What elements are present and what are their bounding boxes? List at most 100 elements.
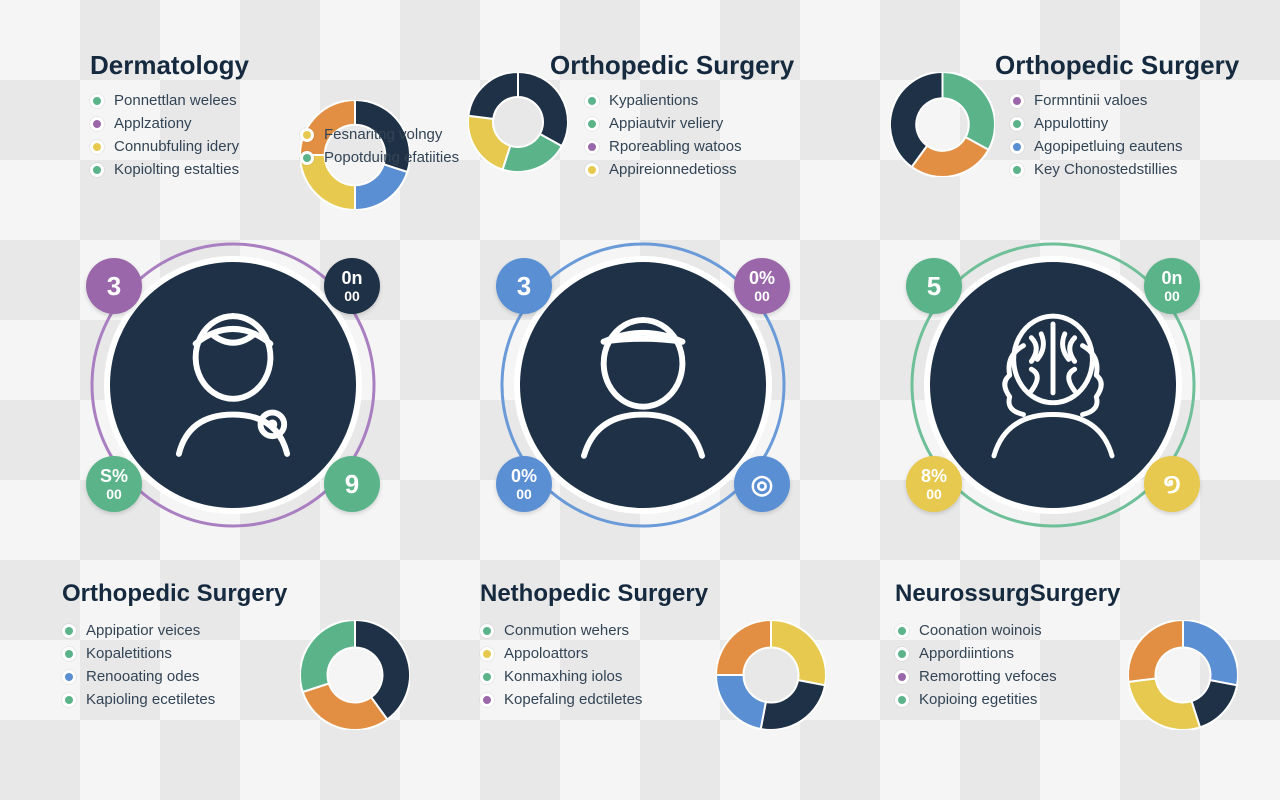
donut-slice bbox=[1183, 620, 1238, 685]
hero-medallion: 30%000%00◎ bbox=[498, 240, 788, 530]
bullet-item: Applzationy bbox=[90, 115, 239, 132]
bullet-item: Rporeabling watoos bbox=[585, 138, 742, 155]
bullet-dot-icon bbox=[1010, 117, 1024, 131]
donut-chart bbox=[300, 620, 410, 735]
bullet-dot-icon bbox=[480, 647, 494, 661]
bullet-dot-icon bbox=[62, 647, 76, 661]
bullet-item: Appulottiny bbox=[1010, 115, 1182, 132]
bullet-dot-icon bbox=[585, 163, 599, 177]
badge-text: 3 bbox=[107, 273, 121, 299]
legend-item: Popotduing efatiities bbox=[300, 149, 459, 166]
bullet-dot-icon bbox=[480, 670, 494, 684]
badge-text: ◎ bbox=[751, 471, 774, 497]
bullet-label: Coonation woinois bbox=[919, 622, 1042, 639]
bullet-item: Connubfuling idery bbox=[90, 138, 239, 155]
bullet-label: Kopefaling edctiletes bbox=[504, 691, 642, 708]
donut-chart bbox=[890, 72, 995, 182]
bullet-label: Appireionnedetioss bbox=[609, 161, 737, 178]
donut-slice bbox=[468, 72, 518, 119]
legend-label: Fesnaritng volngy bbox=[324, 126, 442, 143]
bullet-dot-icon bbox=[585, 94, 599, 108]
bullet-label: Ponnettlan welees bbox=[114, 92, 237, 109]
donut-chart bbox=[1128, 620, 1238, 735]
donut-slice bbox=[303, 683, 388, 730]
donut-legend: Fesnaritng volngy Popotduing efatiities bbox=[300, 120, 459, 172]
donut-slice bbox=[716, 620, 771, 675]
bullet-item: Kypalientions bbox=[585, 92, 742, 109]
hero-badge: 3 bbox=[86, 258, 142, 314]
bullet-dot-icon bbox=[62, 693, 76, 707]
bullet-label: Connubfuling idery bbox=[114, 138, 239, 155]
bullet-item: Kopioing egetities bbox=[895, 691, 1057, 708]
badge-text: 00 bbox=[106, 487, 122, 501]
donut-chart bbox=[468, 72, 568, 177]
bullet-item: Appordiintions bbox=[895, 645, 1057, 662]
donut-slice bbox=[300, 620, 355, 692]
bullet-dot-icon bbox=[895, 693, 909, 707]
bullet-list: Ponnettlan welees Applzationy Connubfuling… bbox=[90, 86, 239, 184]
bullet-label: Rporeabling watoos bbox=[609, 138, 742, 155]
donut-slice bbox=[761, 680, 825, 730]
bullet-dot-icon bbox=[895, 647, 909, 661]
hero-badge: S%00 bbox=[86, 456, 142, 512]
bullet-dot-icon bbox=[62, 670, 76, 684]
badge-text: 00 bbox=[754, 289, 770, 303]
bullet-label: Applzationy bbox=[114, 115, 192, 132]
legend-dot-icon bbox=[300, 151, 314, 165]
legend-item: Fesnaritng volngy bbox=[300, 126, 459, 143]
bullet-dot-icon bbox=[585, 140, 599, 154]
hero-badge: 8%00 bbox=[906, 456, 962, 512]
donut-slice bbox=[771, 620, 826, 685]
bullet-label: Kypalientions bbox=[609, 92, 698, 109]
bullet-dot-icon bbox=[480, 693, 494, 707]
badge-text: 5 bbox=[927, 273, 941, 299]
bullet-item: Key Chonostedstillies bbox=[1010, 161, 1182, 178]
bullet-label: Appoloattors bbox=[504, 645, 588, 662]
bullet-item: Remorotting vefoces bbox=[895, 668, 1057, 685]
badge-text: 00 bbox=[344, 289, 360, 303]
bullet-label: Remorotting vefoces bbox=[919, 668, 1057, 685]
section-title: NeurossurgSurgery bbox=[895, 580, 1120, 608]
bullet-item: Konmaxhing iolos bbox=[480, 668, 642, 685]
bullet-item: Appireionnedetioss bbox=[585, 161, 742, 178]
infographic-stage: DermatologyPonnettlan weleesApplzationyC… bbox=[0, 0, 1280, 800]
hero-badge: 3 bbox=[496, 258, 552, 314]
hero-badge: 0n00 bbox=[1144, 258, 1200, 314]
bullet-dot-icon bbox=[90, 94, 104, 108]
badge-text: 00 bbox=[926, 487, 942, 501]
bullet-dot-icon bbox=[90, 140, 104, 154]
hero-badge: 5 bbox=[906, 258, 962, 314]
section-title: Orthopedic Surgery bbox=[62, 580, 287, 608]
badge-text: 9 bbox=[345, 471, 359, 497]
hero-badge: ១ bbox=[1144, 456, 1200, 512]
hero-badge: ◎ bbox=[734, 456, 790, 512]
legend-dot-icon bbox=[300, 128, 314, 142]
hero-medallion: 50n008%00១ bbox=[908, 240, 1198, 530]
badge-text: 3 bbox=[517, 273, 531, 299]
bullet-label: Kapioling ecetiletes bbox=[86, 691, 215, 708]
donut-slice bbox=[716, 675, 766, 729]
hero-badge: 0n00 bbox=[324, 258, 380, 314]
bullet-item: Renooating odes bbox=[62, 668, 215, 685]
hero-badge: 0%00 bbox=[496, 456, 552, 512]
hero-medallion: 3 0n00 S%00 9 bbox=[88, 240, 378, 530]
bullet-dot-icon bbox=[895, 670, 909, 684]
donut-chart bbox=[716, 620, 826, 735]
section-title: Nethopedic Surgery bbox=[480, 580, 708, 608]
bullet-item: Conmution wehers bbox=[480, 622, 642, 639]
hero-badge: 0%00 bbox=[734, 258, 790, 314]
badge-text: 8% bbox=[921, 467, 947, 485]
section-title: Orthopedic Surgery bbox=[995, 50, 1239, 81]
bullet-label: Appordiintions bbox=[919, 645, 1014, 662]
bullet-item: Coonation woinois bbox=[895, 622, 1057, 639]
bullet-label: Kopiolting estalties bbox=[114, 161, 239, 178]
bullet-dot-icon bbox=[90, 163, 104, 177]
bullet-dot-icon bbox=[90, 117, 104, 131]
badge-text: ១ bbox=[1162, 471, 1182, 497]
badge-text: 0% bbox=[749, 269, 775, 287]
bullet-label: Conmution wehers bbox=[504, 622, 629, 639]
bullet-dot-icon bbox=[895, 624, 909, 638]
bullet-list: Appipatior veicesKopaletitionsRenooating… bbox=[62, 616, 215, 714]
bullet-label: Konmaxhing iolos bbox=[504, 668, 622, 685]
bullet-dot-icon bbox=[585, 117, 599, 131]
